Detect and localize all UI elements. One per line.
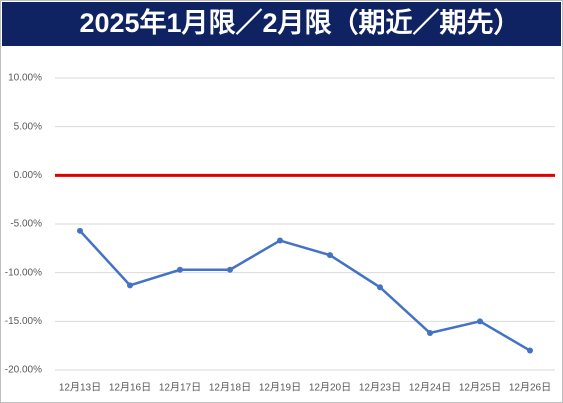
x-tick-label: 12月13日 [59, 382, 101, 394]
x-tick-label: 12月23日 [359, 382, 401, 394]
y-tick-label: -5.00% [10, 219, 42, 230]
data-point [277, 237, 283, 244]
data-point [77, 227, 83, 234]
title-banner [2, 2, 561, 46]
data-point [377, 284, 383, 291]
data-point [477, 318, 483, 325]
y-tick-label: 5.00% [14, 121, 42, 132]
x-tick-label: 12月26日 [509, 382, 551, 394]
chart-title: 2025年1月限／2月限（期近／期先） [79, 7, 520, 38]
x-tick-label: 12月24日 [409, 382, 451, 394]
y-tick-label: -10.00% [5, 267, 42, 278]
data-point [427, 330, 433, 337]
x-tick-label: 12月18日 [209, 382, 251, 394]
data-point [177, 266, 183, 273]
y-tick-label: -20.00% [5, 365, 42, 376]
data-point [127, 282, 133, 289]
y-tick-label: 10.00% [8, 73, 42, 84]
x-tick-label: 12月19日 [259, 382, 301, 394]
x-tick-label: 12月16日 [109, 382, 151, 394]
x-tick-label: 12月25日 [459, 382, 501, 394]
series-line [79, 229, 531, 352]
data-point [227, 266, 233, 273]
x-tick-label: 12月17日 [159, 382, 201, 394]
x-tick-label: 12月20日 [309, 382, 351, 394]
data-point [327, 252, 333, 259]
y-tick-label: -15.00% [5, 316, 42, 327]
data-point [527, 347, 533, 354]
y-tick-label: 0.00% [14, 170, 42, 181]
